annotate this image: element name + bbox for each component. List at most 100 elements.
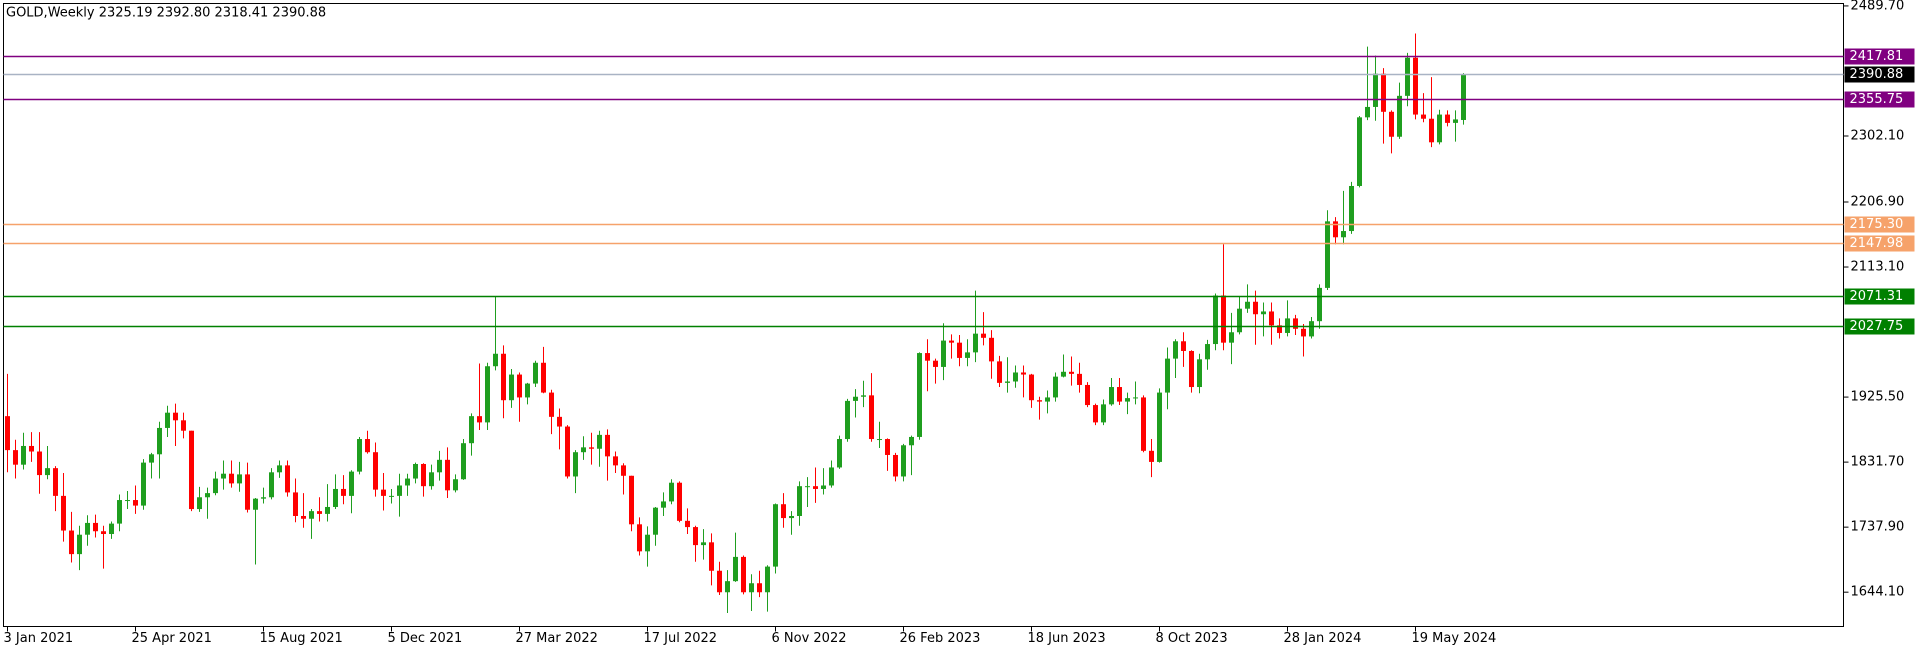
candle-body xyxy=(1341,231,1346,238)
candle-body xyxy=(925,353,930,361)
candle-body xyxy=(533,362,538,384)
candle-body xyxy=(1005,381,1010,383)
candle-body xyxy=(1333,221,1338,238)
candle-body xyxy=(677,482,682,521)
candle-body xyxy=(1381,73,1386,112)
candle-body xyxy=(1189,350,1194,388)
candle-body xyxy=(869,395,874,440)
candle-body xyxy=(781,504,786,519)
candle-body xyxy=(797,486,802,516)
candle-body xyxy=(1029,374,1034,401)
candle-body xyxy=(1133,397,1138,399)
candle-body xyxy=(941,340,946,367)
level-label: 2417.81 xyxy=(1850,49,1904,64)
candle-body xyxy=(229,473,234,484)
candle-body xyxy=(149,454,154,463)
y-tick-label: 1925.50 xyxy=(1851,390,1905,405)
candle-body xyxy=(253,498,258,510)
candle-body xyxy=(549,392,554,417)
candle-body xyxy=(1317,287,1322,322)
candle-body xyxy=(277,465,282,473)
candle-body xyxy=(1421,114,1426,119)
candle-body xyxy=(485,366,490,423)
candle-body xyxy=(69,530,74,555)
candle-body xyxy=(949,340,954,343)
candle-body xyxy=(733,556,738,582)
x-tick-label: 3 Jan 2021 xyxy=(4,631,74,646)
x-tick-label: 8 Oct 2023 xyxy=(1156,631,1228,646)
candle-body xyxy=(645,534,650,552)
candle-body xyxy=(1389,111,1394,137)
candle-body xyxy=(885,439,890,455)
level-label-box xyxy=(1844,318,1915,335)
candle-body xyxy=(21,445,26,465)
y-tick-label: 1737.90 xyxy=(1851,520,1905,535)
candle-body xyxy=(1021,372,1026,375)
candle-body xyxy=(61,495,66,531)
candle-body xyxy=(157,427,162,455)
candle-body xyxy=(405,478,410,486)
candle-body xyxy=(965,352,970,358)
candle-body xyxy=(1013,372,1018,382)
candle-body xyxy=(1301,328,1306,337)
candle-body xyxy=(773,504,778,567)
candle-body xyxy=(1157,392,1162,462)
candle-body xyxy=(53,468,58,496)
candle-body xyxy=(421,463,426,487)
candle-body xyxy=(709,542,714,571)
candle-body xyxy=(1349,185,1354,232)
x-tick-label: 18 Jun 2023 xyxy=(1028,631,1106,646)
candle-body xyxy=(901,445,906,477)
candle-body xyxy=(909,436,914,446)
candle-body xyxy=(589,447,594,449)
candle-body xyxy=(325,506,330,514)
candle-body xyxy=(269,472,274,498)
candle-body xyxy=(93,522,98,532)
candle-body xyxy=(1453,119,1458,123)
candle-body xyxy=(237,474,242,484)
candle-body xyxy=(693,527,698,546)
candle-body xyxy=(1141,397,1146,451)
candle-body xyxy=(173,412,178,421)
level-label: 2027.75 xyxy=(1850,319,1904,334)
level-label-box xyxy=(1844,66,1915,83)
candle-body xyxy=(685,520,690,528)
candle-body xyxy=(301,515,306,519)
candle-body xyxy=(1165,358,1170,393)
candle-body xyxy=(829,467,834,486)
candle-body xyxy=(1037,400,1042,402)
candle-body xyxy=(517,374,522,398)
level-label-box xyxy=(1844,91,1915,108)
candle-body xyxy=(1237,308,1242,333)
y-tick-label: 1831.70 xyxy=(1851,455,1905,470)
candle-body xyxy=(1101,404,1106,423)
candle-body xyxy=(1213,295,1218,345)
candle-body xyxy=(1285,318,1290,333)
candle-body xyxy=(189,430,194,510)
candle-body xyxy=(893,454,898,477)
candle-body xyxy=(525,383,530,398)
candle-body xyxy=(1117,387,1122,402)
candle-body xyxy=(1293,318,1298,329)
candle-body xyxy=(45,468,50,476)
candle-body xyxy=(413,463,418,479)
candle-body xyxy=(613,456,618,466)
candle-body xyxy=(197,497,202,510)
candle-body xyxy=(813,486,818,489)
x-tick-label: 6 Nov 2022 xyxy=(772,631,847,646)
candle-body xyxy=(1109,387,1114,405)
candle-body xyxy=(333,488,338,507)
candle-body xyxy=(85,522,90,535)
x-tick-label: 26 Feb 2023 xyxy=(900,631,981,646)
candle-body xyxy=(765,566,770,593)
level-label: 2175.30 xyxy=(1850,217,1904,232)
candle-body xyxy=(213,478,218,494)
x-tick-label: 15 Aug 2021 xyxy=(260,631,343,646)
candle-body xyxy=(877,439,882,441)
candle-body xyxy=(221,473,226,479)
x-tick-label: 28 Jan 2024 xyxy=(1284,631,1362,646)
candle-body xyxy=(13,450,18,465)
candle-body xyxy=(117,500,122,524)
candle-body xyxy=(501,353,506,401)
